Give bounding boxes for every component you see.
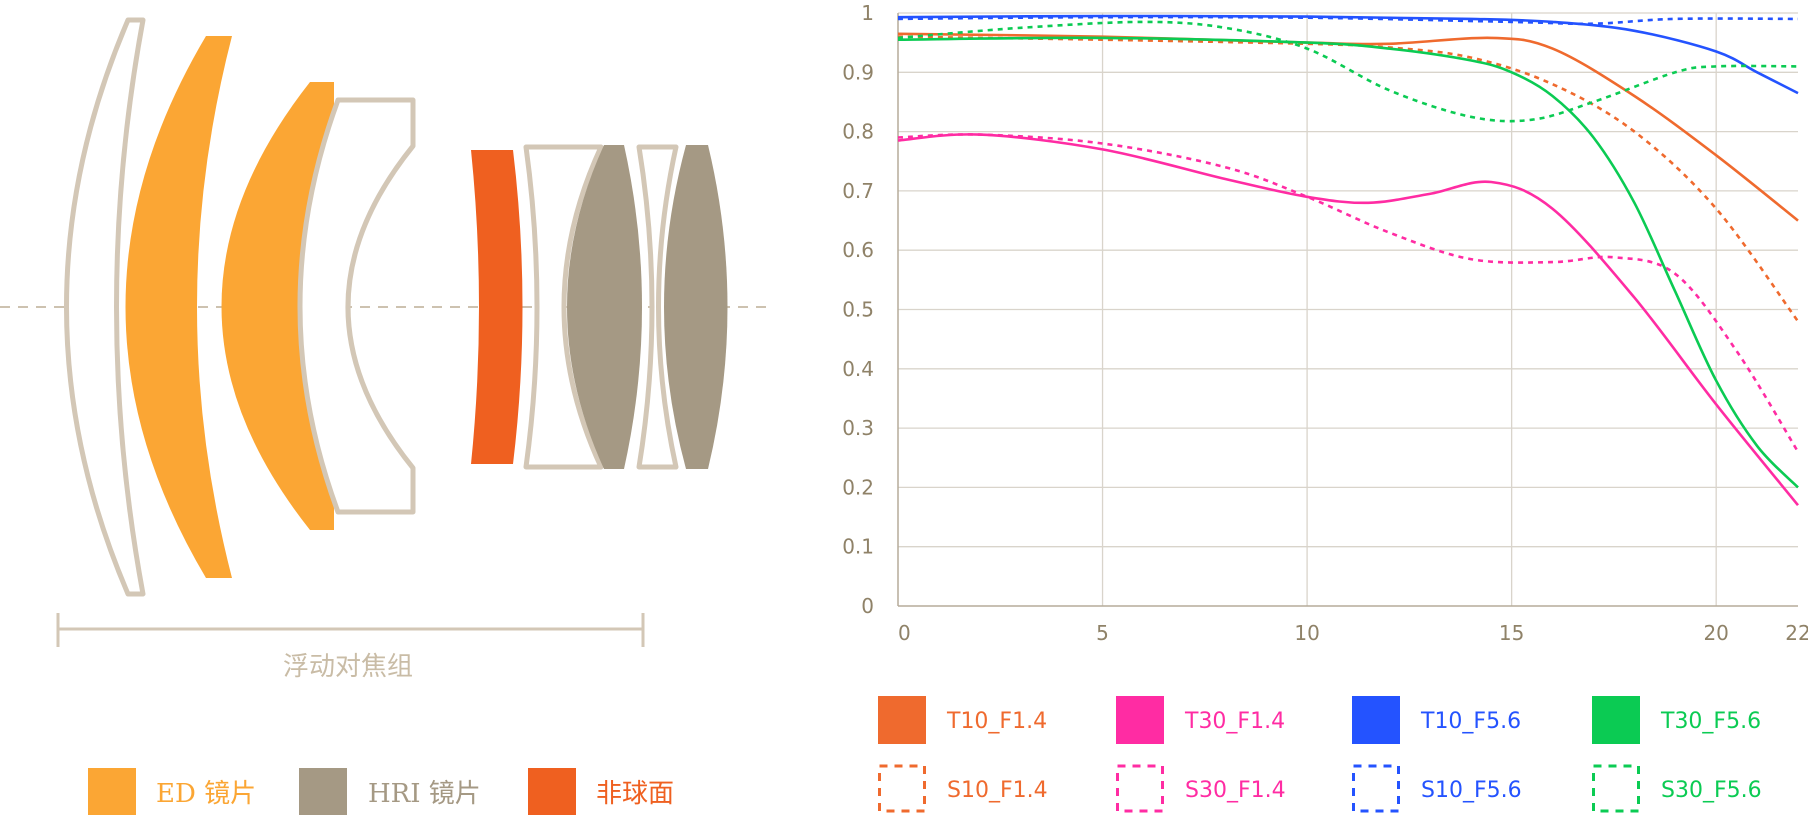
x-tick-label: 20 xyxy=(1703,621,1728,645)
legend-swatch-t10-f1-4 xyxy=(878,696,926,744)
focus-group-caption: 浮动对焦组 xyxy=(283,652,413,682)
series-line-s10-f1-4 xyxy=(897,35,1800,323)
legend-swatch-t10-f5-6 xyxy=(1352,696,1400,744)
y-tick-label: 0.4 xyxy=(842,357,874,381)
series-line-s10-f5-6 xyxy=(897,15,1799,26)
series-line-s30-f5-6 xyxy=(897,20,1799,123)
series-line-t10-f1-4 xyxy=(897,32,1799,222)
x-tick-label: 15 xyxy=(1499,621,1524,645)
series-line-t30-f1-4 xyxy=(897,133,1800,507)
lens-element-4 xyxy=(297,97,416,515)
chart-grid xyxy=(897,12,1798,607)
lens-element-6 xyxy=(523,144,604,470)
series-line-t30-f5-6 xyxy=(897,36,1799,489)
focus-group-bracket xyxy=(56,613,645,647)
lens-diagram: 浮动对焦组 ED 镜片 HRI 镜片 非球面 xyxy=(0,17,770,815)
lens-element-1 xyxy=(64,17,146,597)
legend-swatch-t30-f1-4 xyxy=(1116,696,1164,744)
legend-swatch-s10-f5-6 xyxy=(1352,764,1400,813)
x-tick-label: 0 xyxy=(898,621,911,645)
y-tick-label: 0.5 xyxy=(842,298,874,322)
lens-element-8 xyxy=(636,144,679,470)
series-line-t10-f5-6 xyxy=(897,14,1799,95)
y-tick-label: 0.1 xyxy=(842,535,874,559)
x-tick-label: 22 xyxy=(1785,621,1808,645)
legend-label-t10-f5-6: T10_F5.6 xyxy=(1420,709,1521,734)
x-axis-ticks: 0 5 10 15 20 22 xyxy=(898,621,1808,645)
y-tick-label: 0.3 xyxy=(842,416,874,440)
legend-label-s10-f5-6: S10_F5.6 xyxy=(1421,778,1522,803)
x-tick-label: 5 xyxy=(1096,621,1109,645)
legend-label-s30-f1-4: S30_F1.4 xyxy=(1185,778,1286,803)
legend-label-hri: HRI 镜片 xyxy=(368,779,481,809)
legend-swatch-ed xyxy=(88,768,136,815)
legend-swatch-s10-f1-4 xyxy=(878,764,926,813)
y-tick-label: 0.8 xyxy=(842,120,874,144)
legend-label-aspheric: 非球面 xyxy=(596,779,674,809)
x-tick-label: 10 xyxy=(1294,621,1319,645)
y-tick-label: 0 xyxy=(861,594,874,618)
y-tick-label: 0.7 xyxy=(842,179,874,203)
y-tick-label: 1 xyxy=(861,1,874,25)
lens-element-2-ed xyxy=(125,36,232,578)
legend-swatch-aspheric xyxy=(528,768,576,815)
legend-label-ed: ED 镜片 xyxy=(156,779,256,809)
lens-element-9-hri xyxy=(664,145,728,469)
series-line-s30-f1-4 xyxy=(897,133,1800,453)
y-tick-label: 0.6 xyxy=(842,238,874,262)
lens-legend: ED 镜片 HRI 镜片 非球面 xyxy=(88,768,674,815)
legend-label-s30-f5-6: S30_F5.6 xyxy=(1661,778,1762,803)
y-tick-label: 0.9 xyxy=(842,60,874,84)
mtf-legend: T10_F1.4 T30_F1.4 T10_F5.6 T30_F5.6 S10_F1.4… xyxy=(878,696,1762,813)
legend-label-s10-f1-4: S10_F1.4 xyxy=(947,778,1048,803)
legend-swatch-hri xyxy=(299,768,347,815)
series-lines xyxy=(897,14,1800,507)
legend-label-t10-f1-4: T10_F1.4 xyxy=(946,709,1047,734)
mtf-chart: 0 0.1 0.2 0.3 0.4 0.5 0.6 0.7 0.8 0.9 1 0 5 10 15 20 22 xyxy=(842,1,1808,645)
lens-element-7-hri xyxy=(567,145,642,469)
y-axis-ticks: 0 0.1 0.2 0.3 0.4 0.5 0.6 0.7 0.8 0.9 1 xyxy=(842,1,874,618)
legend-label-t30-f5-6: T30_F5.6 xyxy=(1660,709,1761,734)
legend-swatch-s30-f1-4 xyxy=(1116,764,1164,813)
legend-swatch-s30-f5-6 xyxy=(1592,764,1640,813)
legend-label-t30-f1-4: T30_F1.4 xyxy=(1184,709,1285,734)
legend-swatch-t30-f5-6 xyxy=(1592,696,1640,744)
y-tick-label: 0.2 xyxy=(842,475,874,499)
lens-element-3-ed xyxy=(221,82,334,530)
lens-element-5-aspheric xyxy=(471,150,523,464)
